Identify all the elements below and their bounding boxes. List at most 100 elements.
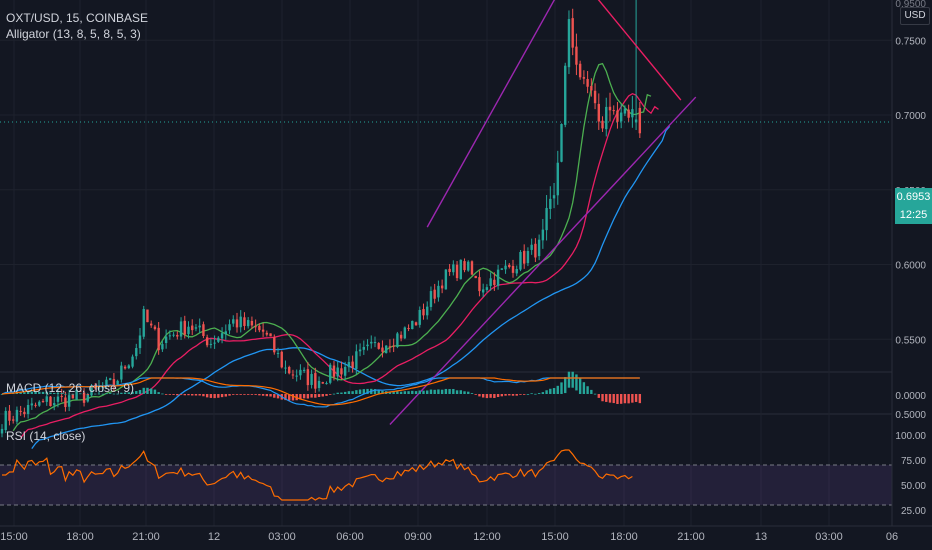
candle-body[interactable] (564, 65, 567, 125)
candle-body[interactable] (11, 419, 15, 421)
candle-body[interactable] (273, 337, 276, 353)
candle-body[interactable] (608, 106, 612, 111)
candle-body[interactable] (396, 333, 399, 347)
candle-body[interactable] (452, 264, 455, 273)
candle-body[interactable] (224, 331, 227, 335)
candle-body[interactable] (459, 259, 462, 280)
candle-body[interactable] (295, 375, 298, 377)
candle-body[interactable] (19, 410, 22, 412)
candle-body[interactable] (45, 396, 48, 402)
candle-body[interactable] (49, 396, 52, 407)
candle-body[interactable] (638, 107, 642, 134)
candle-body[interactable] (243, 317, 246, 326)
candle-body[interactable] (560, 124, 563, 162)
symbol-title[interactable]: OXT/USD, 15, COINBASE (6, 11, 149, 25)
candle-body[interactable] (582, 77, 586, 79)
candle-body[interactable] (377, 343, 380, 349)
candle-body[interactable] (235, 319, 239, 328)
candle-body[interactable] (150, 323, 153, 326)
candle-body[interactable] (26, 404, 30, 415)
candle-body[interactable] (153, 326, 157, 330)
rsi-label[interactable]: RSI (14, close) (6, 429, 86, 443)
candle-body[interactable] (478, 277, 481, 292)
candle-body[interactable] (30, 403, 34, 406)
candle-body[interactable] (64, 397, 67, 408)
candle-body[interactable] (4, 410, 7, 431)
candle-body[interactable] (217, 337, 220, 342)
candle-body[interactable] (239, 316, 242, 328)
candle-body[interactable] (67, 395, 71, 407)
candle-body[interactable] (534, 243, 537, 258)
candle-body[interactable] (366, 344, 369, 347)
candle-body[interactable] (172, 334, 175, 336)
candle-body[interactable] (38, 401, 41, 406)
candle-body[interactable] (448, 268, 451, 273)
candle-body[interactable] (426, 306, 429, 316)
candle-body[interactable] (381, 347, 384, 352)
time-axis[interactable]: 15:00 18:00 21:00 12 03:00 06:00 09:00 12:00 15:… (0, 525, 932, 543)
candle-body[interactable] (299, 369, 302, 376)
candle-body[interactable] (455, 264, 459, 279)
candle-body[interactable] (310, 373, 313, 385)
candle-body[interactable] (433, 289, 436, 299)
candle-body[interactable] (329, 364, 332, 383)
candle-body[interactable] (254, 326, 257, 328)
candle-body[interactable] (291, 374, 295, 376)
candle-body[interactable] (161, 344, 164, 350)
candle-body[interactable] (191, 325, 194, 331)
candle-body[interactable] (627, 109, 630, 118)
candle-body[interactable] (176, 334, 179, 337)
candle-body[interactable] (284, 367, 287, 369)
trendline-resistance[interactable] (580, 0, 682, 101)
candle-body[interactable] (619, 112, 623, 122)
candle-body[interactable] (138, 335, 142, 349)
candle-body[interactable] (317, 380, 321, 388)
candle-body[interactable] (205, 337, 209, 346)
currency-badge[interactable]: USD (900, 7, 930, 25)
candle-body[interactable] (597, 103, 600, 122)
candle-body[interactable] (8, 410, 11, 421)
candle-body[interactable] (41, 401, 45, 403)
candle-body[interactable] (120, 365, 123, 380)
candle-body[interactable] (202, 324, 205, 336)
candle-body[interactable] (232, 319, 235, 324)
candle-body[interactable] (157, 327, 160, 351)
candle-body[interactable] (56, 396, 60, 402)
trendline-lower-channel[interactable] (389, 96, 697, 425)
rsi-pane[interactable] (0, 449, 892, 506)
candle-body[interactable] (250, 320, 254, 326)
candle-body[interactable] (414, 322, 418, 326)
candle-body[interactable] (530, 244, 533, 250)
candle-body[interactable] (325, 383, 328, 385)
candle-body[interactable] (631, 109, 634, 118)
price-pane[interactable] (0, 0, 892, 449)
candle-body[interactable] (105, 379, 108, 387)
candle-body[interactable] (523, 250, 526, 264)
candle-body[interactable] (437, 285, 440, 298)
candle-body[interactable] (616, 110, 619, 122)
candle-body[interactable] (474, 275, 477, 279)
candle-body[interactable] (82, 392, 86, 403)
candle-body[interactable] (355, 351, 358, 369)
candle-body[interactable] (526, 251, 530, 264)
candle-body[interactable] (321, 382, 324, 384)
candle-body[interactable] (384, 345, 388, 354)
macd-pane[interactable] (0, 371, 642, 408)
candle-body[interactable] (213, 342, 216, 344)
candle-body[interactable] (373, 342, 377, 344)
candle-body[interactable] (422, 309, 425, 316)
candle-body[interactable] (53, 403, 56, 406)
candle-body[interactable] (60, 395, 63, 397)
candle-body[interactable] (183, 320, 186, 335)
candle-body[interactable] (101, 387, 104, 389)
candle-body[interactable] (347, 362, 351, 368)
candle-body[interactable] (332, 365, 336, 377)
candle-body[interactable] (545, 207, 548, 231)
candle-body[interactable] (90, 385, 93, 396)
candle-body[interactable] (280, 351, 283, 368)
candle-body[interactable] (288, 366, 291, 374)
candle-body[interactable] (116, 380, 119, 385)
candle-body[interactable] (399, 334, 403, 339)
candle-body[interactable] (164, 336, 168, 343)
candle-body[interactable] (108, 378, 112, 380)
